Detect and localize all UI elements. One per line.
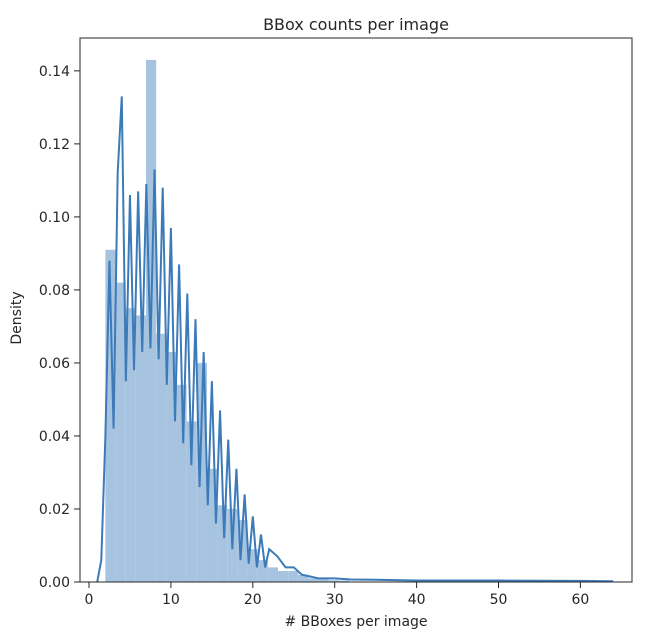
y-tick-label: 0.02 [39, 502, 70, 518]
histogram-bar [156, 333, 167, 582]
y-tick-label: 0.12 [39, 137, 70, 153]
y-tick-label: 0.04 [39, 429, 70, 445]
histogram-bar [206, 468, 218, 582]
histogram-bar [328, 580, 339, 582]
histogram-bar [176, 384, 187, 582]
histogram-bar [318, 578, 329, 582]
histogram-bars [105, 59, 350, 582]
x-axis-label: # BBoxes per image [284, 614, 427, 630]
histogram-bar [186, 421, 197, 582]
x-tick-label: 30 [326, 592, 344, 608]
histogram-bar [196, 362, 207, 582]
histogram-bar [217, 505, 228, 582]
histogram-bar [308, 578, 319, 582]
chart-title: BBox counts per image [263, 15, 449, 34]
histogram-bar [257, 560, 268, 582]
x-tick-label: 10 [162, 592, 180, 608]
x-tick-label: 0 [85, 592, 94, 608]
histogram-bar [166, 351, 177, 582]
histogram-bar [267, 567, 279, 582]
y-axis-ticks: 0.00 0.02 0.04 0.06 0.08 0.10 0.12 0.14 [39, 64, 80, 591]
x-tick-label: 50 [490, 592, 508, 608]
histogram-bar [125, 308, 136, 582]
histogram-bar [288, 571, 299, 582]
y-tick-label: 0.10 [39, 210, 70, 226]
y-tick-label: 0.14 [39, 64, 70, 80]
y-axis-label: Density [9, 291, 25, 344]
y-tick-label: 0.08 [39, 283, 70, 299]
x-tick-label: 20 [244, 592, 262, 608]
kde-density-line [96, 96, 614, 583]
histogram-bar [135, 315, 147, 582]
x-axis-ticks: 0 10 20 30 40 50 60 [85, 582, 589, 608]
histogram-bar [237, 519, 248, 582]
histogram-bar [115, 282, 126, 582]
histogram-bar [105, 249, 116, 582]
y-tick-label: 0.00 [39, 575, 70, 591]
x-tick-label: 60 [571, 592, 589, 608]
histogram-bar [338, 580, 350, 582]
x-tick-label: 40 [408, 592, 426, 608]
histogram-bar [278, 571, 289, 582]
histogram-bar [298, 574, 309, 582]
plot-area-frame [79, 37, 633, 583]
histogram-bar [247, 549, 258, 582]
y-tick-label: 0.06 [39, 356, 70, 372]
